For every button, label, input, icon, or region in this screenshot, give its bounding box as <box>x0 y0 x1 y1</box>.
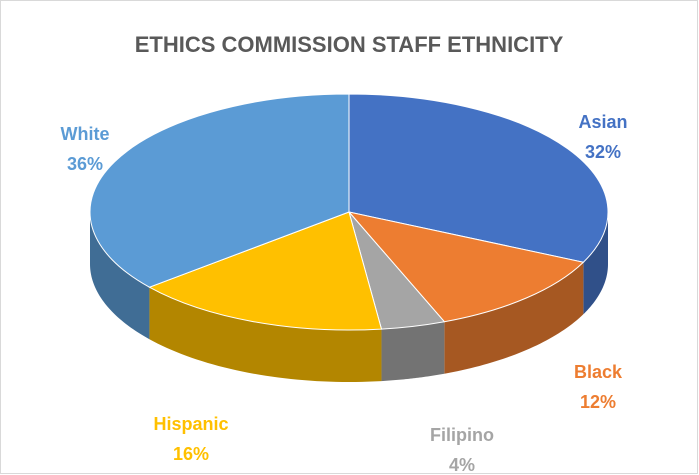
slice-label: Filipino <box>430 425 494 445</box>
pie-side <box>583 212 608 315</box>
pie-slice <box>348 93 609 263</box>
pie-side <box>381 321 445 382</box>
pie-side <box>444 262 584 374</box>
pie-slice <box>347 211 585 323</box>
pie-slice <box>148 211 383 331</box>
pie-slice <box>89 93 350 288</box>
slice-value-label: 32% <box>585 142 621 162</box>
slice-value-label: 36% <box>67 154 103 174</box>
slice-value-label: 16% <box>173 444 209 464</box>
slice-label: Hispanic <box>153 414 228 434</box>
slice-value-label: 4% <box>449 455 475 475</box>
slice-value-label: 12% <box>580 392 616 412</box>
slice-label: White <box>61 124 110 144</box>
slice-label: Black <box>574 362 623 382</box>
pie-side <box>90 212 150 340</box>
chart-title: ETHICS COMMISSION STAFF ETHNICITY <box>135 32 564 57</box>
slice-label: Asian <box>578 112 627 132</box>
